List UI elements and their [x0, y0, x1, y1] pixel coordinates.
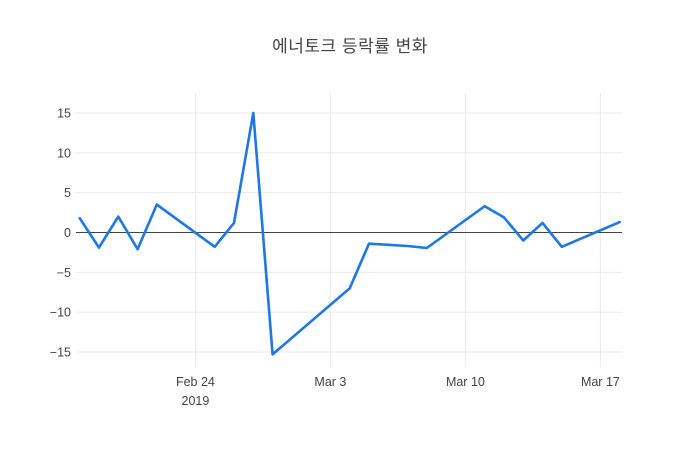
chart-title: 에너토크 등락률 변화	[272, 37, 428, 56]
y-tick-label: −10	[50, 306, 71, 320]
x-tick-year-label: 2019	[182, 394, 210, 408]
y-tick-label: 5	[64, 186, 71, 200]
x-tick-label: Feb 24	[176, 375, 215, 389]
x-tick-label: Mar 17	[581, 375, 620, 389]
y-tick-label: −15	[50, 346, 71, 360]
x-tick-label: Mar 10	[446, 375, 485, 389]
x-tick-label: Mar 3	[314, 375, 346, 389]
y-tick-label: 10	[57, 146, 71, 160]
price-change-line[interactable]	[78, 111, 621, 356]
y-tick-label: 15	[57, 106, 71, 120]
y-tick-label: −5	[57, 266, 71, 280]
y-tick-label: 0	[64, 226, 71, 240]
